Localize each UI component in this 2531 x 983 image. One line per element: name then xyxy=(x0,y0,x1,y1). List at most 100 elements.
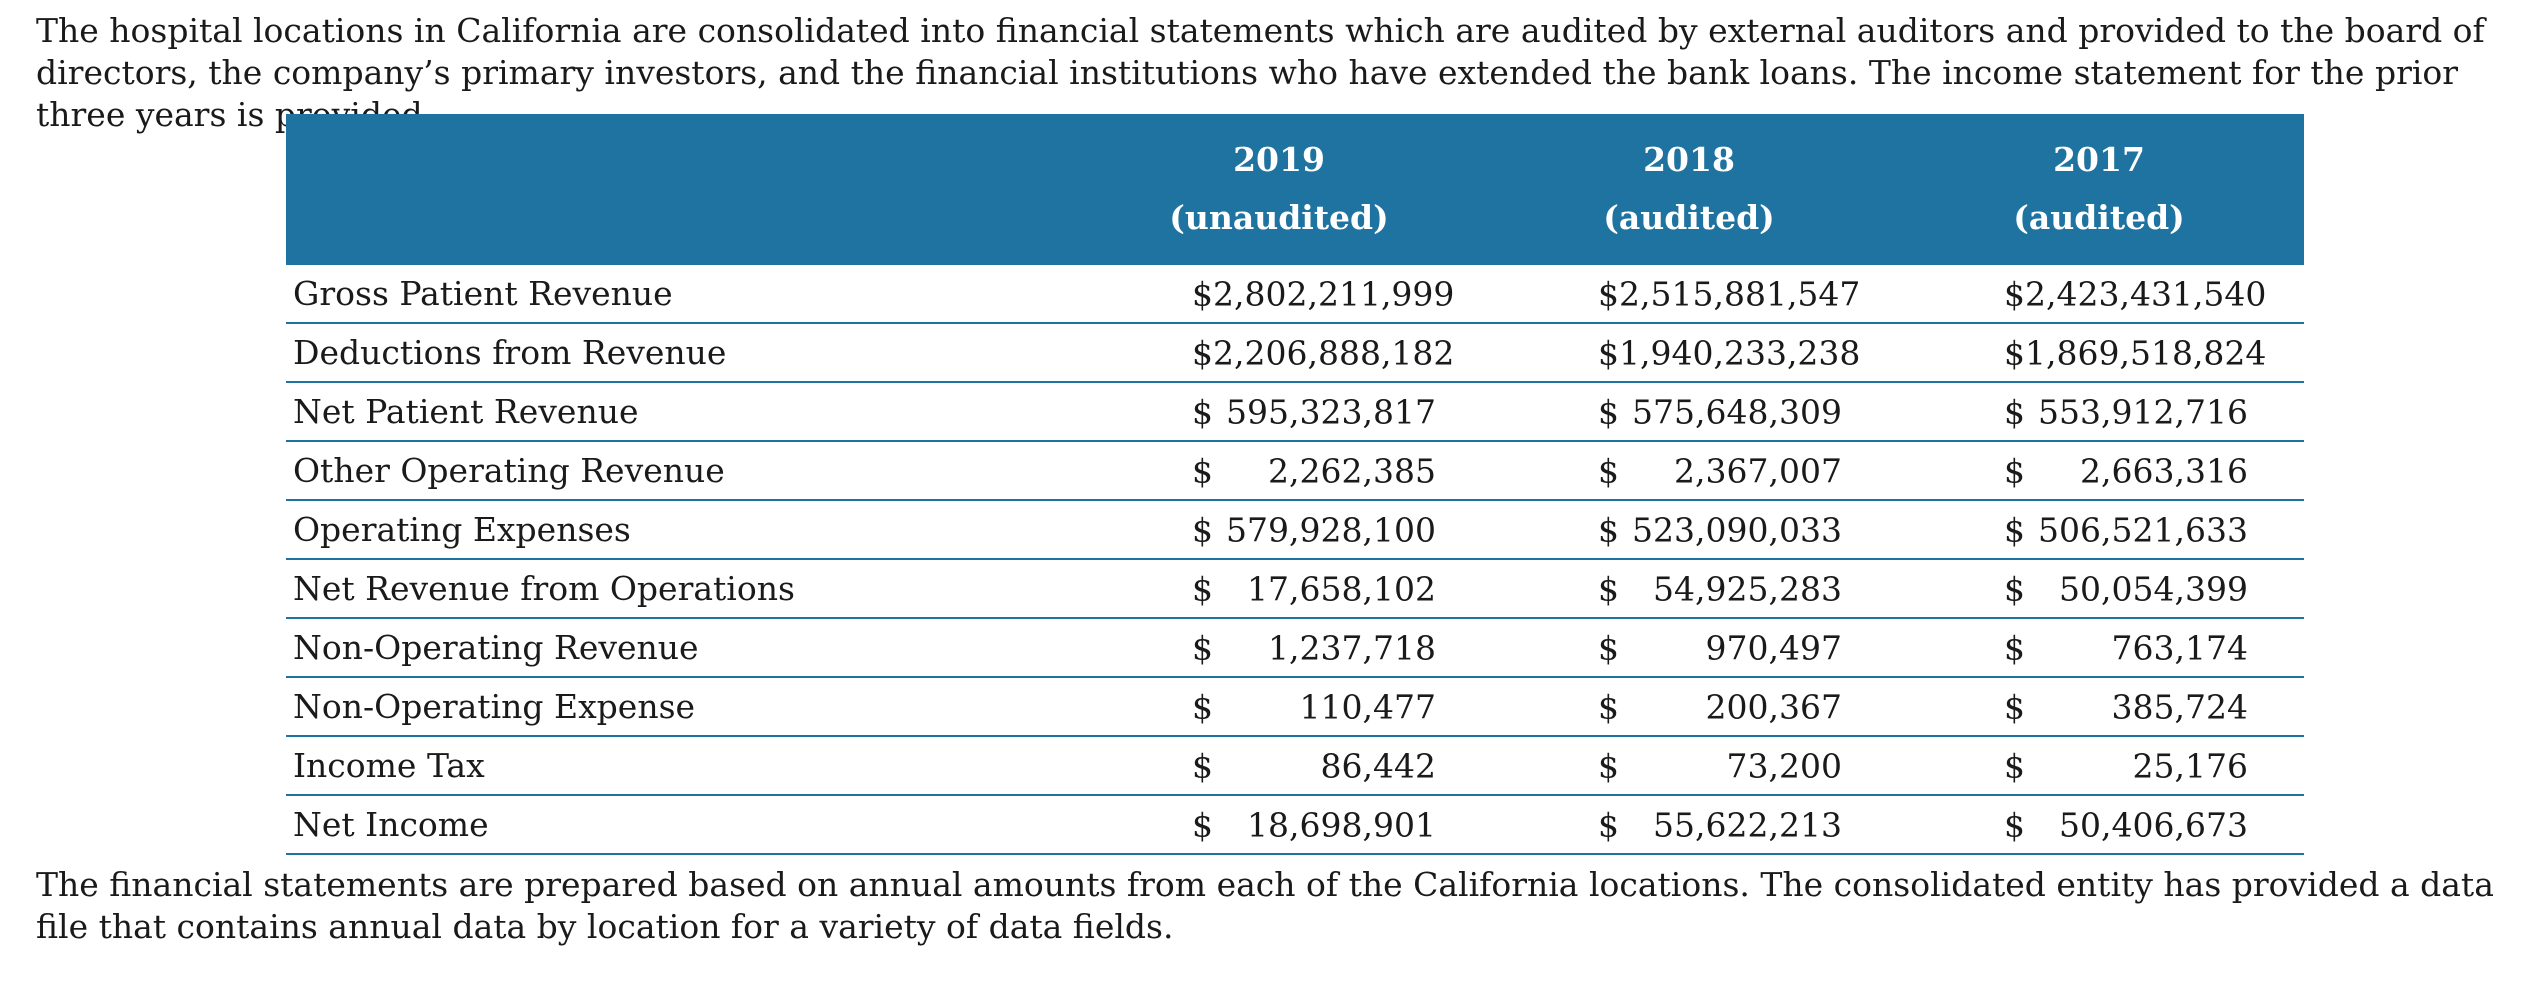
money-value: $523,090,033 xyxy=(1598,510,1842,549)
money-value: $17,658,102 xyxy=(1192,569,1436,608)
row-label: Net Income xyxy=(286,795,1074,855)
currency-symbol: $ xyxy=(1598,510,1619,549)
money-value: $1,869,518,824 xyxy=(2004,333,2266,372)
money-value: $110,477 xyxy=(1192,687,1436,726)
currency-symbol: $ xyxy=(2004,392,2025,431)
row-label: Net Patient Revenue xyxy=(286,382,1074,442)
table-row: Non-Operating Expense $110,477 $200,367 $38… xyxy=(286,677,2304,737)
row-label: Net Revenue from Operations xyxy=(286,559,1074,619)
amount: 73,200 xyxy=(1726,746,1842,785)
amount: 523,090,033 xyxy=(1632,510,1842,549)
value-cell: $50,054,399 xyxy=(1894,559,2304,619)
outro-paragraph: The financial statements are prepared ba… xyxy=(36,865,2494,946)
amount: 1,237,718 xyxy=(1268,628,1436,667)
currency-symbol: $ xyxy=(1192,746,1213,785)
value-cell: $2,423,431,540 xyxy=(1894,265,2304,324)
amount: 110,477 xyxy=(1299,687,1436,726)
amount: 579,928,100 xyxy=(1226,510,1436,549)
money-value: $50,406,673 xyxy=(2004,805,2248,844)
money-value: $2,423,431,540 xyxy=(2004,274,2266,313)
currency-symbol: $ xyxy=(1192,510,1213,549)
header-year-2017: 2017 xyxy=(1894,114,2304,189)
money-value: $1,237,718 xyxy=(1192,628,1436,667)
value-cell: $385,724 xyxy=(1894,677,2304,737)
value-cell: $1,940,233,238 xyxy=(1484,323,1894,383)
table-row: Gross Patient Revenue $2,802,211,999 $2,51… xyxy=(286,265,2304,324)
currency-symbol: $ xyxy=(1192,687,1213,726)
value-cell: $86,442 xyxy=(1074,736,1484,796)
currency-symbol: $ xyxy=(1598,746,1619,785)
value-cell: $523,090,033 xyxy=(1484,500,1894,560)
amount: $1,869,518,824 xyxy=(2004,333,2267,372)
amount: 17,658,102 xyxy=(1247,569,1436,608)
currency-symbol: $ xyxy=(2004,451,2025,490)
header-year-2018: 2018 xyxy=(1484,114,1894,189)
value-cell: $54,925,283 xyxy=(1484,559,1894,619)
amount: $1,940,233,238 xyxy=(1598,333,1861,372)
value-cell: $575,648,309 xyxy=(1484,382,1894,442)
row-label: Non-Operating Expense xyxy=(286,677,1074,737)
currency-symbol: $ xyxy=(2004,569,2025,608)
money-value: $18,698,901 xyxy=(1192,805,1436,844)
amount: $2,206,888,182 xyxy=(1192,333,1455,372)
table-body: Gross Patient Revenue $2,802,211,999 $2,51… xyxy=(286,265,2304,855)
currency-symbol: $ xyxy=(2004,687,2025,726)
money-value: $2,367,007 xyxy=(1598,451,1842,490)
row-label: Deductions from Revenue xyxy=(286,323,1074,383)
amount: 506,521,633 xyxy=(2038,510,2248,549)
currency-symbol: $ xyxy=(1192,451,1213,490)
row-label: Income Tax xyxy=(286,736,1074,796)
money-value: $2,515,881,547 xyxy=(1598,274,1860,313)
row-label: Gross Patient Revenue xyxy=(286,265,1074,324)
money-value: $55,622,213 xyxy=(1598,805,1842,844)
money-value: $54,925,283 xyxy=(1598,569,1842,608)
amount: 50,054,399 xyxy=(2059,569,2248,608)
value-cell: $2,802,211,999 xyxy=(1074,265,1484,324)
header-status-2017: (audited) xyxy=(1894,189,2304,265)
table-row: Net Patient Revenue $595,323,817 $575,648,… xyxy=(286,382,2304,442)
currency-symbol: $ xyxy=(1192,805,1213,844)
row-label: Non-Operating Revenue xyxy=(286,618,1074,678)
table-row: Operating Expenses $579,928,100 $523,090,0… xyxy=(286,500,2304,560)
value-cell: $506,521,633 xyxy=(1894,500,2304,560)
currency-symbol: $ xyxy=(2004,628,2025,667)
value-cell: $595,323,817 xyxy=(1074,382,1484,442)
amount: 595,323,817 xyxy=(1226,392,1436,431)
money-value: $50,054,399 xyxy=(2004,569,2248,608)
money-value: $2,663,316 xyxy=(2004,451,2248,490)
value-cell: $970,497 xyxy=(1484,618,1894,678)
amount: 200,367 xyxy=(1705,687,1842,726)
amount: 50,406,673 xyxy=(2059,805,2248,844)
amount: $2,515,881,547 xyxy=(1598,274,1861,313)
value-cell: $55,622,213 xyxy=(1484,795,1894,855)
amount: 970,497 xyxy=(1705,628,1842,667)
amount: 2,663,316 xyxy=(2080,451,2248,490)
money-value: $86,442 xyxy=(1192,746,1436,785)
amount: $2,802,211,999 xyxy=(1192,274,1455,313)
money-value: $2,262,385 xyxy=(1192,451,1436,490)
amount: 763,174 xyxy=(2111,628,2248,667)
amount: 25,176 xyxy=(2132,746,2248,785)
value-cell: $2,262,385 xyxy=(1074,441,1484,501)
row-label: Other Operating Revenue xyxy=(286,441,1074,501)
table-row: Income Tax $86,442 $73,200 $25,176 xyxy=(286,736,2304,796)
money-value: $2,206,888,182 xyxy=(1192,333,1454,372)
currency-symbol: $ xyxy=(1598,628,1619,667)
value-cell: $1,869,518,824 xyxy=(1894,323,2304,383)
money-value: $2,802,211,999 xyxy=(1192,274,1454,313)
amount: 54,925,283 xyxy=(1653,569,1842,608)
amount: 86,442 xyxy=(1320,746,1436,785)
table-row: Non-Operating Revenue $1,237,718 $970,497 $… xyxy=(286,618,2304,678)
value-cell: $18,698,901 xyxy=(1074,795,1484,855)
money-value: $553,912,716 xyxy=(2004,392,2248,431)
table-row: Other Operating Revenue $2,262,385 $2,367,… xyxy=(286,441,2304,501)
amount: 553,912,716 xyxy=(2038,392,2248,431)
table-row: Deductions from Revenue $2,206,888,182 $1,… xyxy=(286,323,2304,383)
currency-symbol: $ xyxy=(1192,392,1213,431)
money-value: $595,323,817 xyxy=(1192,392,1436,431)
row-label: Operating Expenses xyxy=(286,500,1074,560)
value-cell: $200,367 xyxy=(1484,677,1894,737)
currency-symbol: $ xyxy=(2004,805,2025,844)
value-cell: $73,200 xyxy=(1484,736,1894,796)
currency-symbol: $ xyxy=(2004,510,2025,549)
